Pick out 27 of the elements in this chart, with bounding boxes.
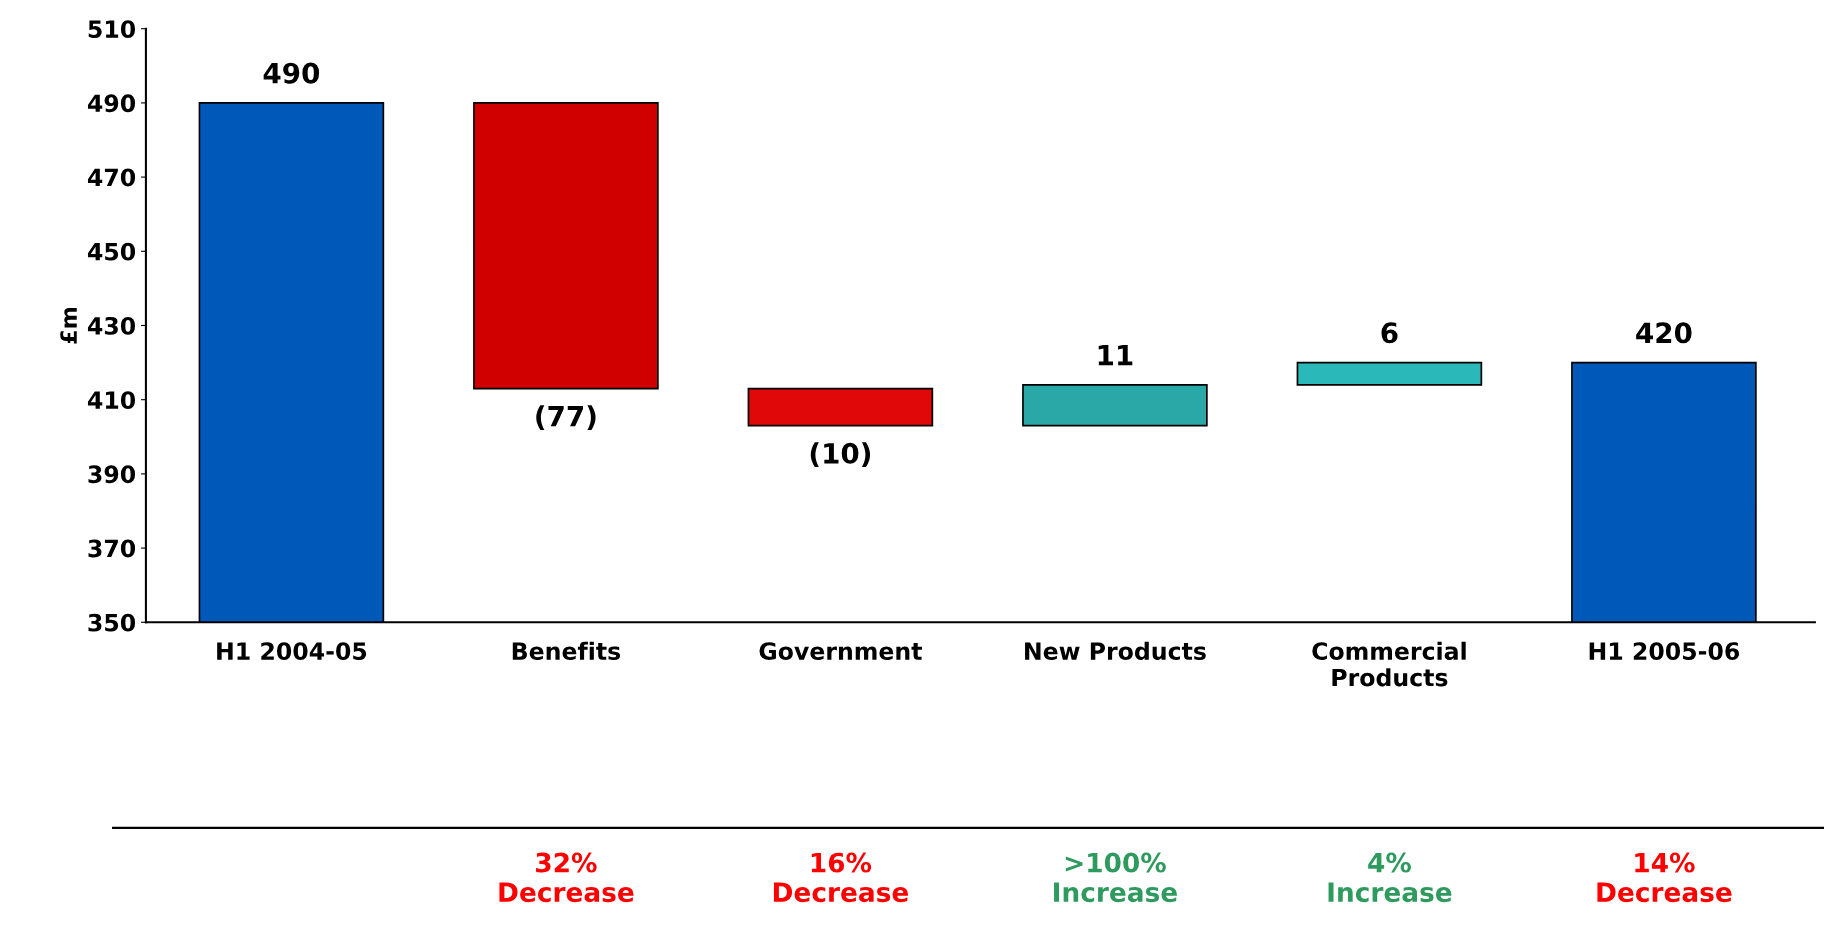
y-tick-label: 430 [87,316,136,335]
data-label: (77) [536,405,596,430]
y-tick-label: 350 [88,613,136,632]
text: 14% Decrease [1597,852,1732,903]
y-tick-label: 410 [87,391,136,409]
x-tick-label: New Products [1025,641,1206,660]
x-tick-label: Benefits [512,641,621,660]
x-tick-label: Government [759,642,922,660]
y-tick-label: 450 [87,242,136,261]
text: 32% Decrease [499,852,634,903]
text: 16% Decrease [773,852,909,903]
y-tick-label: 510 [88,20,136,39]
data-label: 11 [1098,344,1133,366]
data-label: 6 [1381,322,1398,344]
y-tick-label: 490 [87,94,136,113]
y-axis-title: £m [60,307,77,344]
data-label: 420 [1636,322,1692,344]
y-tick-label: 470 [87,168,136,187]
text: >100% Increase [1054,852,1177,903]
text: 4% Increase [1328,852,1452,903]
data-label: 490 [263,62,320,84]
y-tick-label: 370 [88,539,136,558]
x-tick-label: H1 2004-05 [217,642,367,660]
y-tick-label: 390 [88,465,136,484]
x-tick-label: Commercial Products [1312,641,1466,687]
data-label: (10) [810,442,871,468]
x-tick-label: H1 2005-06 [1589,642,1740,660]
